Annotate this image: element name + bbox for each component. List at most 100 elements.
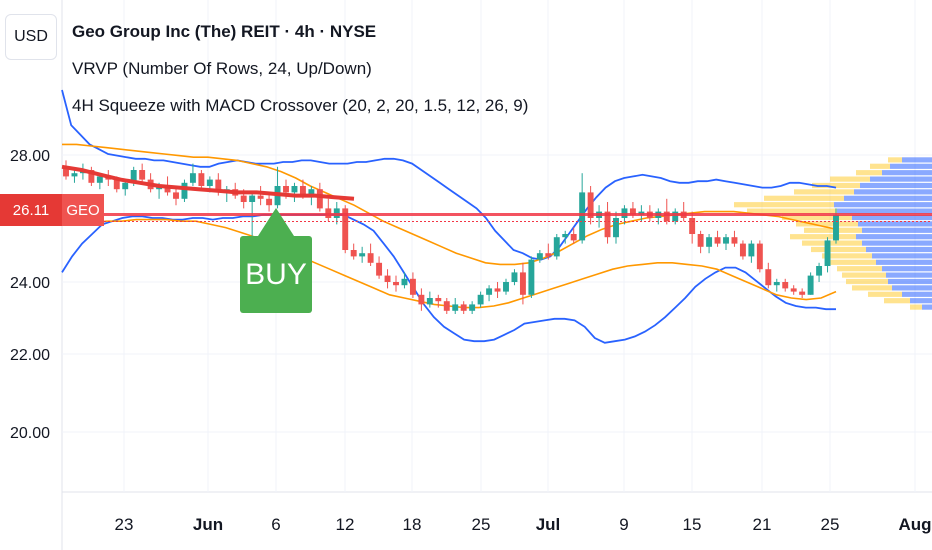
volume-profile-down-bar — [782, 214, 852, 221]
volume-profile-down-bar — [846, 278, 888, 285]
volume-profile-down-bar — [837, 266, 882, 272]
volume-profile-up-bar — [834, 202, 932, 208]
candle-down — [435, 298, 442, 302]
volume-profile-down-bar — [842, 272, 886, 278]
candle-down — [350, 250, 357, 257]
candle-up — [536, 253, 543, 260]
volume-profile-down-bar — [828, 259, 876, 265]
candle-down — [799, 291, 806, 295]
x-tick-label: Jun — [193, 515, 223, 534]
candle-up — [308, 189, 315, 196]
candle-down — [198, 173, 205, 186]
candle-down — [164, 186, 171, 193]
y-tick-label: 28.00 — [10, 148, 50, 165]
candle-down — [266, 198, 273, 206]
candle-down — [173, 192, 179, 199]
volume-profile-down-bar — [856, 170, 882, 176]
candle-up — [807, 275, 814, 295]
candle-down — [418, 294, 425, 305]
volume-profile-up-bar — [856, 234, 932, 240]
buy-signal-arrow — [258, 208, 294, 236]
volume-profile-down-bar — [910, 304, 922, 310]
candle-down — [697, 234, 704, 247]
current-price-symbol: GEO — [62, 194, 104, 226]
candle-down — [240, 195, 247, 202]
candle-down — [629, 208, 636, 215]
candle-down — [283, 186, 289, 193]
volume-profile-down-bar — [747, 208, 837, 214]
candle-down — [604, 211, 611, 238]
candle-up — [181, 182, 188, 199]
volume-profile-down-bar — [764, 195, 844, 201]
candle-up — [477, 294, 484, 305]
candle-up — [748, 243, 755, 257]
x-tick-label: 23 — [115, 515, 134, 534]
candle-down — [714, 237, 721, 244]
candle-up — [824, 240, 831, 266]
bollinger-lower-line — [61, 213, 836, 344]
volume-profile-up-bar — [860, 182, 932, 189]
candle-up — [452, 304, 459, 311]
candle-up — [291, 186, 298, 193]
candle-down — [384, 275, 391, 282]
candle-down — [215, 179, 222, 193]
volume-profile-up-bar — [870, 176, 932, 182]
volume-profile-up-bar — [866, 246, 932, 253]
x-tick-label: Aug — [898, 515, 931, 534]
candle-up — [401, 278, 408, 286]
volume-profile-up-bar — [876, 259, 932, 265]
candle-up — [723, 237, 729, 244]
candle-down — [88, 170, 95, 183]
x-tick-label: 15 — [683, 515, 702, 534]
volume-profile-up-bar — [886, 272, 932, 278]
volume-profile-up-bar — [922, 304, 932, 310]
candle-down — [257, 195, 264, 199]
candle-up — [579, 192, 586, 241]
candle-up — [206, 179, 213, 186]
candle-up — [816, 266, 823, 276]
candle-up — [528, 259, 535, 295]
volume-profile-up-bar — [902, 291, 932, 297]
symbol-title[interactable]: Geo Group Inc (The) REIT · 4h · NYSE — [72, 22, 377, 41]
candle-down — [790, 288, 797, 292]
volume-profile-down-bar — [822, 253, 872, 259]
current-price-tag: 26.11 GEO — [0, 194, 104, 226]
y-tick-label: 20.00 — [10, 425, 50, 442]
volume-profile-up-bar — [844, 195, 932, 201]
volume-profile-up-bar — [910, 298, 932, 304]
candle-up — [562, 234, 569, 238]
volume-profile-up-bar — [872, 253, 932, 259]
candle-up — [71, 173, 78, 177]
x-tick-label: 25 — [472, 515, 491, 534]
volume-profile-up-bar — [852, 214, 932, 221]
candle-up — [96, 176, 103, 183]
candle-down — [342, 208, 349, 250]
volume-profile-down-bar — [870, 163, 890, 169]
candle-up — [553, 237, 560, 257]
bollinger-upper-line — [61, 89, 837, 261]
candle-down — [731, 237, 738, 244]
volume-profile-up-bar — [902, 157, 932, 163]
currency-button[interactable]: USD — [5, 14, 57, 60]
candle-down — [113, 179, 120, 190]
candle-down — [545, 253, 552, 257]
keltner-lower-line — [61, 218, 837, 309]
candle-down — [570, 234, 577, 241]
volume-profile-down-bar — [868, 291, 902, 297]
volume-profile-up-bar — [858, 221, 932, 227]
x-tick-label: 25 — [821, 515, 840, 534]
candle-up — [773, 282, 780, 286]
volume-profile-up-bar — [882, 170, 932, 176]
candle-up — [833, 214, 839, 241]
volume-profile-up-bar — [882, 266, 932, 272]
candle-up — [469, 304, 476, 311]
candle-down — [782, 282, 789, 289]
candle-up — [672, 211, 679, 222]
squeeze-legend[interactable]: 4H Squeeze with MACD Crossover (20, 2, 2… — [72, 96, 529, 115]
current-price-value: 26.11 — [0, 194, 62, 226]
volume-profile-down-bar — [852, 285, 892, 291]
vrvp-legend[interactable]: VRVP (Number Of Rows, 24, Up/Down) — [72, 59, 372, 78]
volume-profile-down-bar — [811, 246, 866, 253]
